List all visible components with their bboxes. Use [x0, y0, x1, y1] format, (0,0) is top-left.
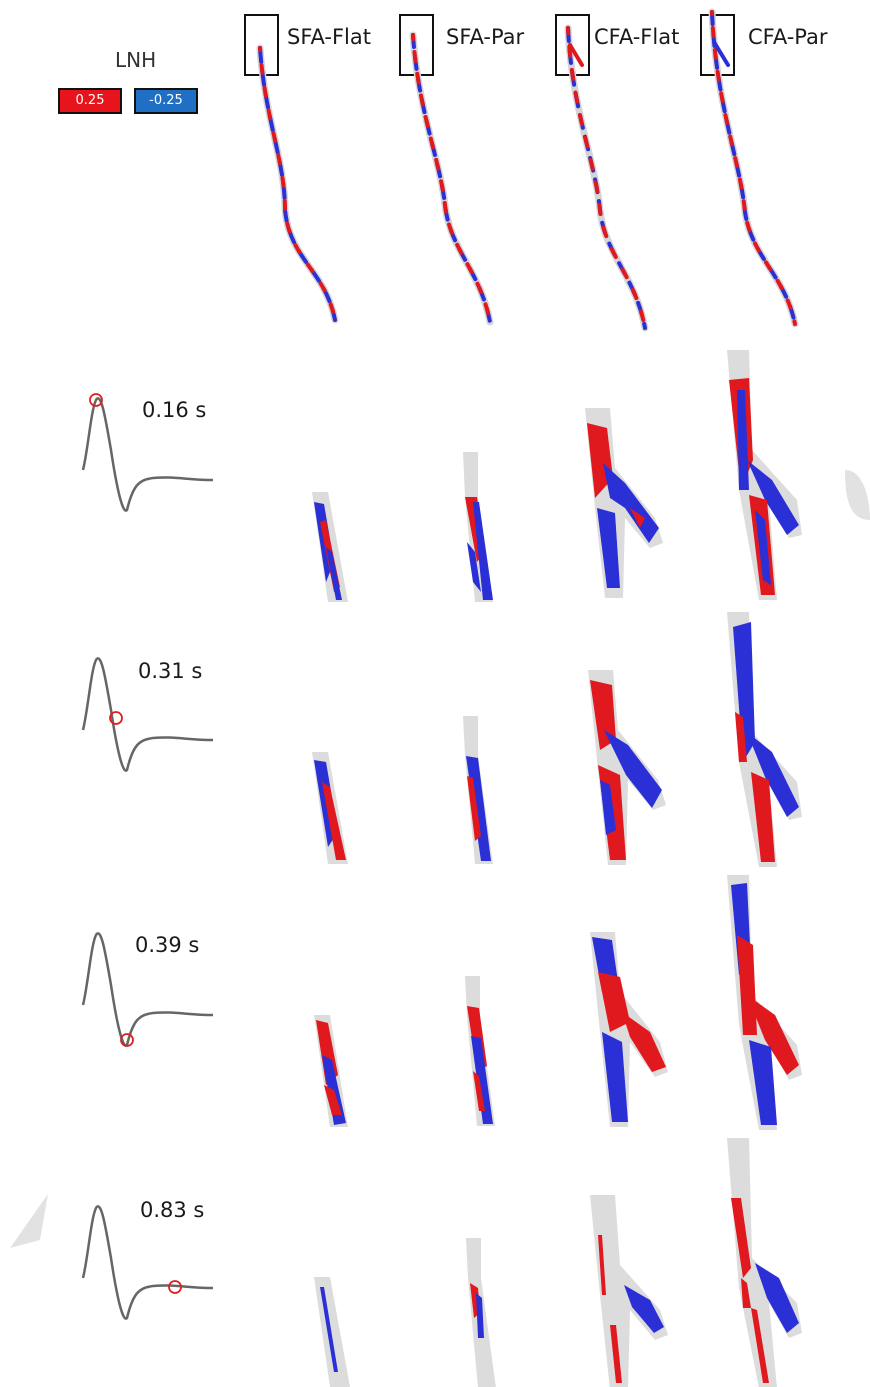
column-label-cfa-par: CFA-Par	[748, 25, 828, 49]
render-row-3-cfa-flat	[590, 932, 668, 1127]
render-row-3-sfa-par	[465, 976, 495, 1126]
waveform-row-4	[81, 1205, 214, 1320]
overview-vessel-cfa-flat	[564, 24, 649, 332]
legend-swatch-negative: -0.25	[134, 88, 198, 114]
overview-vessel-sfa-flat	[256, 44, 339, 324]
render-row-1-sfa-flat	[312, 492, 348, 602]
render-row-1-sfa-par	[463, 452, 493, 602]
render-row-2-sfa-par	[463, 716, 493, 864]
render-row-2-sfa-flat	[312, 752, 348, 864]
overview-row	[244, 8, 799, 332]
time-label-row-2: 0.31 s	[138, 659, 203, 683]
render-row-3-cfa-par	[727, 875, 802, 1130]
render-row-2-cfa-par	[727, 612, 802, 867]
column-label-sfa-par: SFA-Par	[446, 25, 525, 49]
corner-decoration-right	[845, 470, 870, 520]
render-row-1-cfa-flat	[585, 408, 663, 598]
overview-vessel-cfa-par	[708, 8, 799, 328]
render-row-4-sfa-par	[466, 1238, 496, 1387]
render-row-2-cfa-flat	[588, 670, 666, 865]
render-row-4-cfa-flat	[590, 1195, 668, 1387]
column-label-cfa-flat: CFA-Flat	[594, 25, 680, 49]
time-label-row-1: 0.16 s	[142, 398, 207, 422]
legend-title: LNH	[115, 48, 157, 72]
waveform-row-2	[81, 657, 214, 772]
legend-swatch-positive: 0.25	[58, 88, 122, 114]
waveform-row-1	[81, 393, 214, 512]
time-marker-row-4	[168, 1280, 182, 1294]
render-row-4-cfa-par	[727, 1138, 802, 1387]
corner-decoration-left	[10, 1194, 48, 1248]
time-marker-row-2	[109, 711, 123, 725]
time-marker-row-3	[120, 1033, 134, 1047]
overview-vessel-sfa-par	[409, 31, 494, 326]
time-label-row-4: 0.83 s	[140, 1198, 205, 1222]
render-row-3-sfa-flat	[314, 1015, 348, 1127]
render-row-4-sfa-flat	[314, 1277, 350, 1387]
render-row-1-cfa-par	[727, 350, 802, 600]
waveform-row-3	[81, 932, 214, 1047]
time-marker-row-1	[89, 393, 103, 407]
column-label-sfa-flat: SFA-Flat	[287, 25, 371, 49]
time-label-row-3: 0.39 s	[135, 933, 200, 957]
